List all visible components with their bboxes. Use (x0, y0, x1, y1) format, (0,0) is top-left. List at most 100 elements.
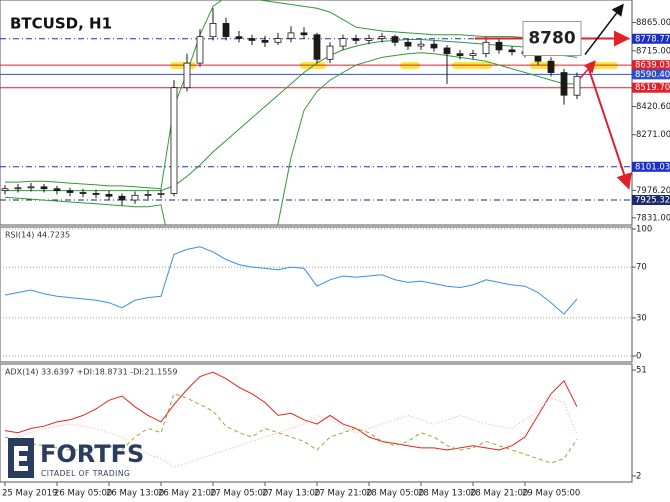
y-tick-label: 2 (636, 471, 641, 481)
candle-body (1, 188, 9, 192)
candle-body (430, 43, 438, 49)
level-label: 8101.03 (635, 162, 670, 172)
level-label-box (632, 195, 670, 206)
y-tick-label: 51 (636, 366, 647, 376)
candle-body (40, 186, 48, 190)
candle-body (79, 192, 87, 194)
annotation-box (522, 21, 582, 57)
candle-body (326, 45, 334, 60)
logo: FORTFS CITADEL OF TRADING (8, 438, 144, 478)
x-tick-label: 28 May 21:00 (470, 489, 528, 499)
panel-title: RSI(14) 44.7235 (5, 231, 70, 240)
candle-body (27, 186, 35, 189)
series-line (4, 393, 578, 464)
logo-glyph (14, 446, 28, 471)
chart-title: BTCUSD, H1 (10, 15, 112, 33)
y-tick-label: 0 (636, 352, 641, 362)
x-tick-label: 29 May 05:00 (522, 489, 580, 499)
candle-body (274, 38, 282, 43)
level-label-box (632, 161, 670, 172)
candle-body (560, 72, 568, 96)
y-tick-label: 8271.00 (636, 130, 670, 140)
candle-body (313, 34, 321, 60)
x-tick-label: 27 May 05:00 (210, 489, 268, 499)
series-line (4, 371, 578, 451)
title-box (2, 8, 130, 38)
x-tick-label: 26 May 21:00 (158, 489, 216, 499)
logo-name: FORTFS (40, 440, 144, 468)
series-line (5, 0, 578, 190)
level-label-box (632, 82, 670, 93)
candle-body (443, 47, 451, 55)
candle-body (131, 194, 139, 201)
panel-content (4, 371, 578, 468)
y-tick-label: 30 (636, 313, 647, 323)
candle-body (573, 75, 581, 96)
candle-body (547, 60, 555, 73)
candle-body (248, 38, 256, 41)
level-label: 8519.70 (635, 83, 670, 93)
annotation-text: 8780 (528, 29, 575, 49)
x-tick-label: 27 May 13:00 (262, 489, 320, 499)
x-tick-label: 28 May 05:00 (366, 489, 424, 499)
y-tick-label: 8715.00 (636, 46, 670, 56)
x-tick-label: 27 May 21:00 (314, 489, 372, 499)
level-label: 8590.40 (635, 70, 670, 80)
x-tick-label: 28 May 13:00 (418, 489, 476, 499)
candle-body (365, 38, 373, 41)
candle-body (339, 38, 347, 47)
level-label-box (632, 33, 670, 44)
candle-body (222, 23, 230, 38)
candle-body (235, 36, 243, 39)
candle-body (469, 53, 477, 56)
candle-body (209, 23, 217, 38)
candle-body (92, 193, 100, 195)
y-tick-label: 8865.00 (636, 18, 670, 28)
candle-body (157, 193, 165, 195)
arrow-down (587, 66, 632, 190)
candle-body (144, 193, 152, 196)
y-tick-label: 7976.20 (636, 186, 670, 196)
candle-body (196, 36, 204, 64)
y-tick-label: 7831.00 (636, 213, 670, 223)
arrow-up (584, 3, 624, 55)
candle-body (508, 49, 516, 53)
candle-body (53, 188, 61, 192)
level-label: 8639.03 (635, 61, 670, 71)
level-label-box (632, 60, 670, 71)
level-label-box (632, 69, 670, 80)
rsi-panel (0, 226, 633, 363)
x-tick-label: 26 May 05:00 (54, 489, 112, 499)
level-label: 8778.77 (635, 34, 670, 44)
candle-body (378, 36, 386, 39)
logo-tagline: CITADEL OF TRADING (41, 469, 130, 478)
candle-body (495, 41, 503, 51)
series-line (4, 246, 578, 315)
candle-body (417, 43, 425, 47)
panel-title: ADX(14) 33.6397 +DI:18.8731 -DI:21.1559 (5, 368, 177, 377)
candle-body (482, 41, 490, 55)
y-tick-label: 70 (636, 263, 647, 273)
candle-body (105, 193, 113, 197)
series-line (5, 39, 578, 192)
panel-content (0, 228, 632, 357)
series-line (4, 52, 577, 225)
candle-body (261, 40, 269, 43)
candle-body (66, 190, 74, 193)
arrow-small (579, 60, 596, 80)
candle-body (287, 32, 295, 39)
x-tick-label: 25 May 2019 (2, 489, 57, 499)
candle-body (391, 36, 399, 43)
candle-body (170, 87, 178, 194)
candle-body (352, 38, 360, 41)
candle-body (300, 32, 308, 36)
candle-body (118, 195, 126, 201)
level-label: 7925.32 (635, 196, 670, 206)
y-tick-label: 8420.60 (636, 102, 670, 112)
candle-body (456, 53, 464, 56)
panel-content (0, 0, 632, 225)
x-tick-label: 26 May 13:00 (106, 489, 164, 499)
candle-body (183, 62, 191, 89)
